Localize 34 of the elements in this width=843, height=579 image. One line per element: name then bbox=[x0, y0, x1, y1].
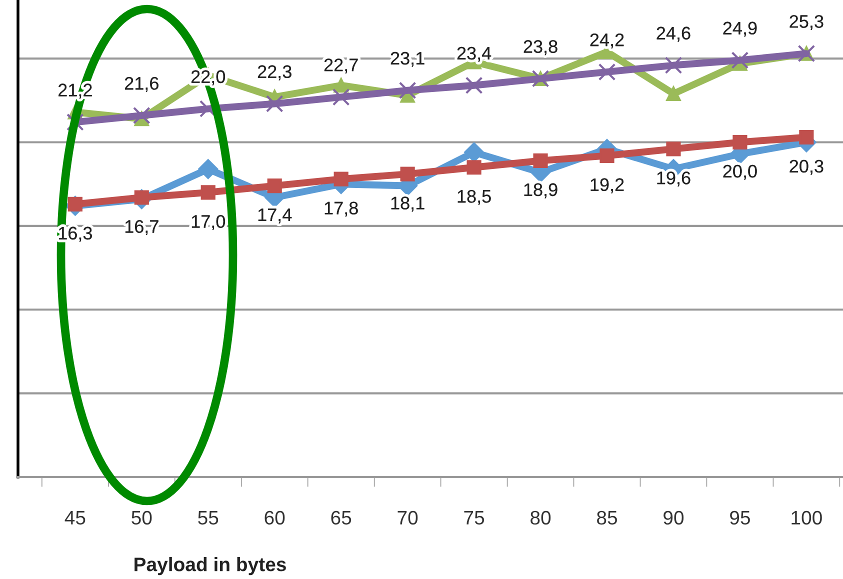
data-label: 18,9 bbox=[524, 183, 558, 198]
x-tick-label: 70 bbox=[398, 510, 418, 525]
x-tick-label: 75 bbox=[464, 511, 484, 525]
data-label: 18,5 bbox=[458, 190, 491, 205]
x-tick-label: 50 bbox=[132, 510, 152, 525]
data-label: 21,6 bbox=[124, 76, 158, 92]
data-label: 20,0 bbox=[723, 164, 757, 180]
data-label: 19,6 bbox=[657, 172, 690, 186]
data-label: 22,7 bbox=[324, 58, 358, 74]
x-tick-label: 100 bbox=[792, 510, 822, 525]
x-tick-label: 65 bbox=[331, 510, 352, 525]
data-label: 22,3 bbox=[258, 65, 292, 80]
x-tick-label: 60 bbox=[264, 510, 285, 525]
data-label: 17,8 bbox=[324, 202, 358, 217]
x-tick-label: 55 bbox=[198, 511, 218, 525]
data-label: 23,1 bbox=[390, 52, 424, 67]
data-label: 17,4 bbox=[258, 208, 292, 224]
x-tick-label: 85 bbox=[597, 510, 617, 525]
data-label: 24,6 bbox=[656, 26, 690, 42]
data-label: 23,4 bbox=[457, 46, 492, 62]
x-axis-title: Payload in bytes bbox=[134, 557, 286, 576]
data-label: 18,1 bbox=[391, 196, 424, 212]
x-tick-label: 95 bbox=[730, 510, 750, 525]
data-label: 17,0 bbox=[192, 215, 225, 230]
data-label: 19,2 bbox=[590, 178, 624, 194]
data-label: 23,8 bbox=[524, 40, 558, 56]
data-label: 16,7 bbox=[125, 220, 158, 236]
x-tick-label: 45 bbox=[64, 511, 86, 525]
x-tick-label: 80 bbox=[530, 510, 551, 525]
data-label: 25,3 bbox=[790, 15, 824, 30]
x-tick-label: 90 bbox=[664, 510, 684, 525]
data-label: 20,3 bbox=[790, 160, 824, 175]
data-label: 24,9 bbox=[723, 22, 757, 37]
data-label: 24,2 bbox=[590, 33, 624, 48]
